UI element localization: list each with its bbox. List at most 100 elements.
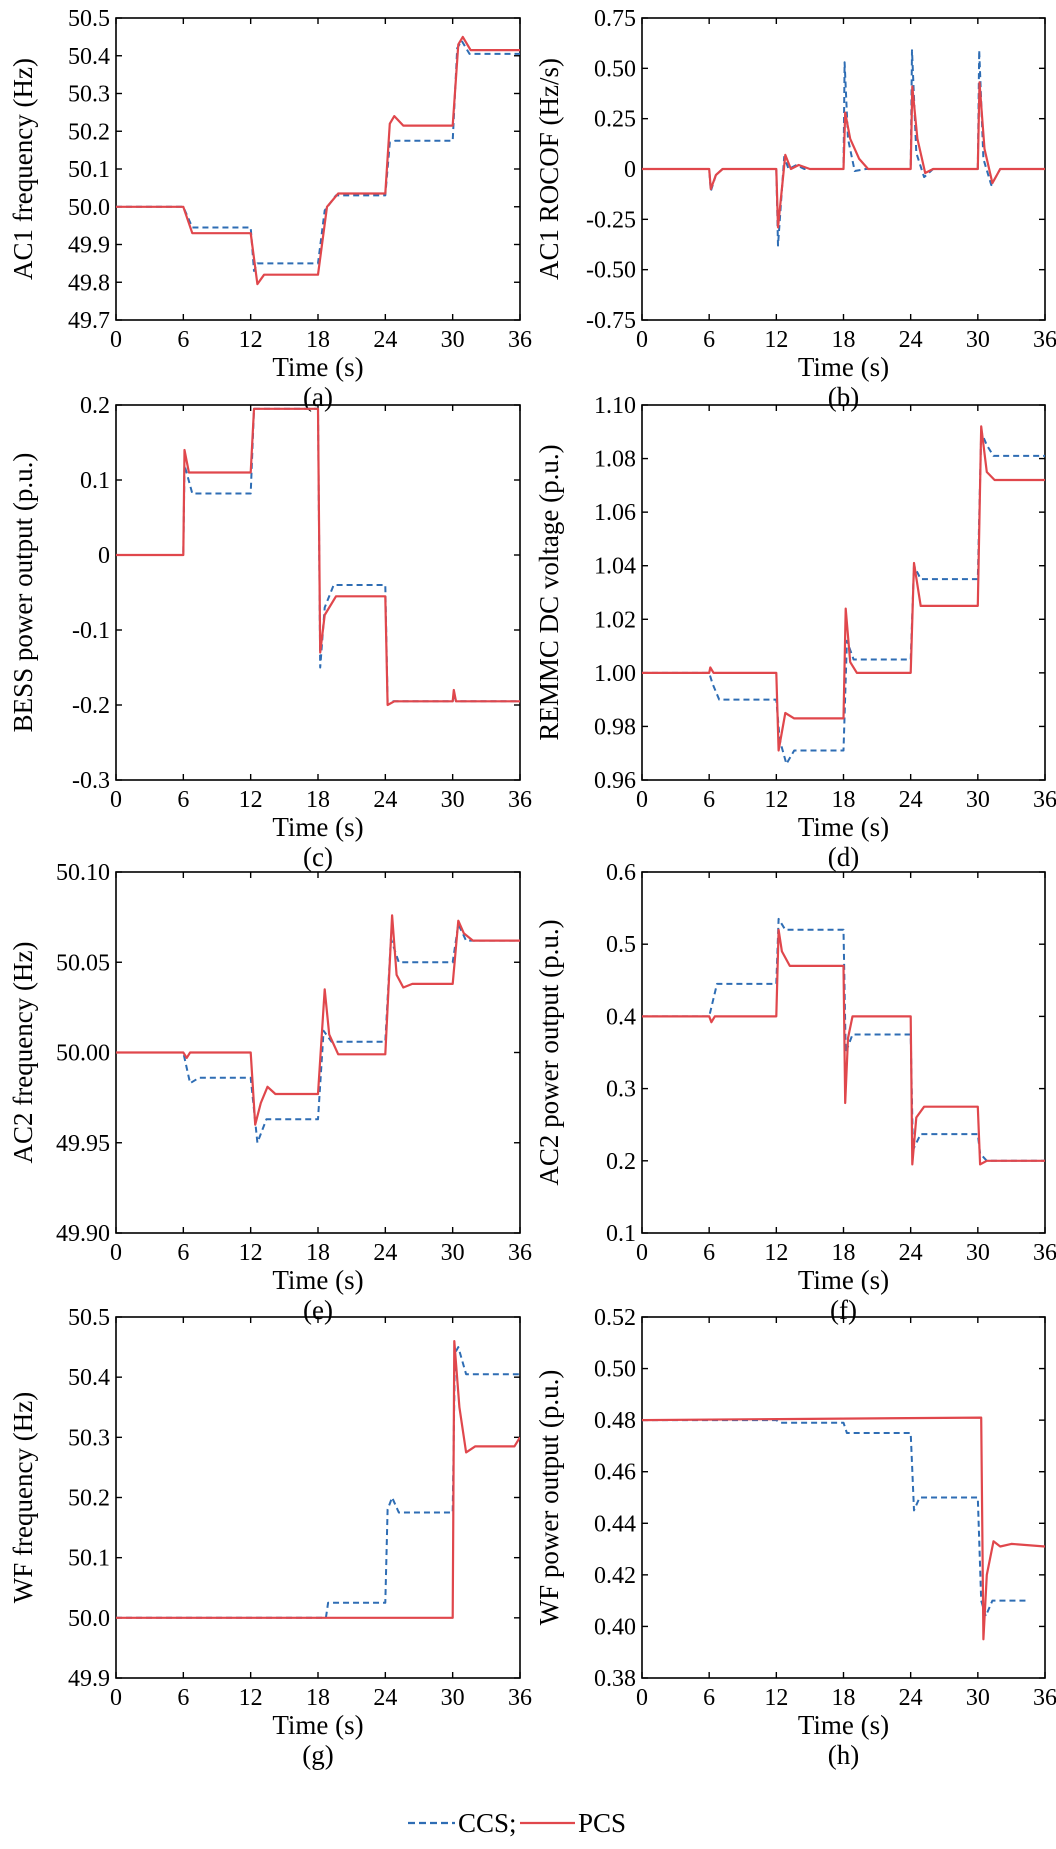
y-tick-label: 0.44 [594,1511,636,1537]
y-tick-label: 0.48 [594,1408,636,1434]
y-tick-label: 1.02 [594,607,636,633]
x-tick-label: 12 [239,1685,263,1711]
y-tick-label: 0.1 [80,468,110,494]
y-tick-label: 50.1 [68,1546,110,1572]
x-tick-label: 36 [508,1685,532,1711]
panel-c: 0 6 12 18 24 30 36 -0.3 -0.2 -0.1 0 0.1 0.2 Time (s) B… [8,393,532,872]
y-tick-label: 0.50 [594,56,636,82]
y-tick-label: 0.4 [606,1004,636,1030]
y-tick-label: 50.1 [68,157,110,183]
y-tick-label: 50.10 [56,860,110,886]
y-tick-label: 0.52 [594,1305,636,1331]
x-tick-label: 24 [899,327,923,353]
x-tick-label: 30 [966,787,990,813]
y-tick-label: 0.38 [594,1666,636,1692]
y-tick-label: 50.4 [68,44,110,70]
y-tick-label: 49.95 [56,1131,110,1157]
y-axis-label: AC1 ROCOF (Hz/s) [534,58,564,280]
x-tick-label: 36 [508,1240,532,1266]
x-tick-label: 12 [239,327,263,353]
y-tick-label: 50.0 [68,1606,110,1632]
x-axis-label: Time (s) [798,812,889,842]
x-axis-label: Time (s) [272,1265,363,1295]
x-tick-label: 0 [110,1240,122,1266]
x-tick-label: 0 [636,1240,648,1266]
y-tick-label: 1.06 [594,500,636,526]
x-tick-label: 18 [306,1685,330,1711]
series-line-pcs [642,928,1045,1166]
x-tick-label: 6 [177,1240,189,1266]
x-tick-label: 36 [1033,1685,1056,1711]
x-tick-label: 30 [441,1240,465,1266]
legend-pcs-label: PCS [578,1808,626,1838]
series-line-ccs [642,917,1045,1162]
y-tick-label: -0.2 [72,693,110,719]
x-tick-label: 0 [636,327,648,353]
y-tick-label: 49.9 [68,1666,110,1692]
y-tick-label: -0.3 [72,768,110,794]
y-tick-label: -0.50 [586,258,636,284]
y-tick-label: 50.05 [56,950,110,976]
y-tick-label: -0.25 [586,207,636,233]
y-tick-label: 0.40 [594,1614,636,1640]
x-tick-label: 6 [703,327,715,353]
x-tick-label: 6 [177,1685,189,1711]
series-line-pcs [642,425,1045,752]
x-tick-label: 36 [1033,327,1056,353]
y-tick-label: 50.5 [68,1305,110,1331]
x-tick-label: 36 [1033,1240,1056,1266]
series-line-pcs [642,1416,1045,1641]
x-tick-label: 18 [306,787,330,813]
x-tick-label: 12 [764,1685,788,1711]
y-tick-label: 0 [98,543,110,569]
panel-a: 0 6 12 18 24 30 36 49.7 49.8 49.9 50.0 50.1 50.2 50.3… [8,6,532,412]
y-tick-label: 0.5 [606,932,636,958]
y-tick-label: 1.08 [594,447,636,473]
y-axis-label: WF power output (p.u.) [534,1370,564,1626]
panel-label: (h) [828,1740,859,1770]
x-tick-label: 0 [110,327,122,353]
x-axis-label: Time (s) [272,1710,363,1740]
plot-frame-g [115,1316,521,1679]
y-tick-label: 0.2 [606,1149,636,1175]
x-tick-label: 24 [899,1685,923,1711]
x-tick-label: 30 [441,1685,465,1711]
x-tick-label: 18 [832,1240,856,1266]
x-tick-label: 0 [636,1685,648,1711]
x-axis-label: Time (s) [798,1710,889,1740]
y-tick-label: 0.25 [594,107,636,133]
series-line-ccs [116,923,520,1144]
y-tick-label: 0 [624,157,636,183]
x-tick-label: 36 [1033,787,1056,813]
panel-f: 0 6 12 18 24 30 36 0.1 0.2 0.3 0.4 0.5 0.6 Time (s) AC… [534,860,1056,1325]
series-line-ccs [116,39,520,272]
y-tick-label: 1.00 [594,661,636,687]
x-tick-label: 24 [373,1240,397,1266]
x-tick-label: 24 [899,787,923,813]
y-tick-label: 49.90 [56,1221,110,1247]
x-tick-label: 0 [636,787,648,813]
x-tick-label: 24 [899,1240,923,1266]
y-tick-label: 49.8 [68,270,110,296]
x-tick-label: 6 [703,1240,715,1266]
series-line-pcs [116,407,520,707]
y-tick-label: 0.46 [594,1460,636,1486]
y-tick-label: 0.3 [606,1077,636,1103]
x-tick-label: 12 [764,327,788,353]
x-tick-label: 0 [110,1685,122,1711]
legend: CCS; PCS [408,1808,626,1838]
y-tick-label: 1.04 [594,554,636,580]
series-line-ccs [642,1419,1029,1618]
x-axis-label: Time (s) [798,352,889,382]
y-tick-label: 0.98 [594,714,636,740]
series-line-pcs [642,81,1045,229]
y-tick-label: 50.0 [68,195,110,221]
x-tick-label: 12 [764,787,788,813]
series-line-pcs [116,35,520,286]
x-tick-label: 30 [966,1240,990,1266]
x-tick-label: 18 [832,327,856,353]
panel-label: (c) [303,842,333,872]
y-tick-label: 50.4 [68,1365,110,1391]
y-tick-label: 50.3 [68,82,110,108]
